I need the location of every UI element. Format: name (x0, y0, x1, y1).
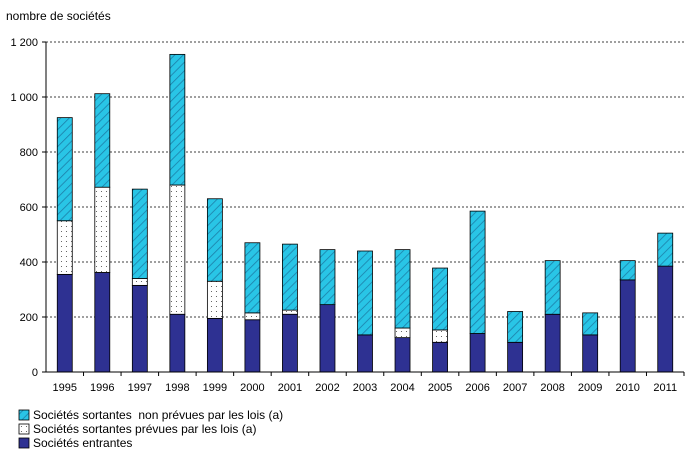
bar-segment-sortantes-prevues (56, 220, 73, 275)
x-tick-label: 2011 (653, 382, 677, 394)
bar-segment-entrantes (394, 337, 411, 373)
x-tick-label: 1996 (90, 382, 114, 394)
bar-segment-entrantes (206, 317, 223, 373)
bar-segment-sortantes-prevues (394, 327, 411, 339)
y-tick-label: 1 000 (10, 92, 38, 104)
bar-segment-sortantes-non-prevues (319, 249, 336, 306)
x-tick-label: 2006 (465, 382, 489, 394)
bar-segment-sortantes-non-prevues (544, 260, 561, 315)
x-tick-label: 2004 (390, 382, 414, 394)
bar-segment-entrantes (619, 279, 636, 373)
bar-segment-entrantes (357, 334, 373, 373)
x-tick-label: 2005 (428, 382, 452, 394)
x-tick-label: 2003 (353, 382, 377, 394)
bar-segment-entrantes (319, 304, 336, 373)
x-tick-label: 2009 (578, 382, 602, 394)
bar-segment-sortantes-non-prevues (206, 198, 223, 282)
x-tick-label: 2002 (315, 382, 339, 394)
y-axis-label: nombre de sociétés (6, 9, 111, 23)
bar-segment-sortantes-non-prevues (582, 312, 599, 336)
bar-segment-entrantes (469, 333, 486, 373)
bar-segment-sortantes-non-prevues (56, 117, 73, 222)
x-tick-label: 1997 (128, 382, 152, 394)
x-tick-label: 1998 (165, 382, 189, 394)
x-tick-label: 2000 (240, 382, 264, 394)
bar-segment-entrantes (244, 319, 261, 373)
x-tick-labels: 1995 1996 1997 1998 1999 2000 2001 2002 2003 2004… (53, 372, 685, 394)
bar-segment-sortantes-non-prevues (244, 242, 261, 314)
bar-segment-entrantes (657, 265, 674, 373)
bar-segment-sortantes-non-prevues (469, 210, 486, 334)
bar-segment-entrantes (169, 313, 186, 373)
legend-swatch (18, 423, 30, 435)
x-tick-label: 2001 (278, 382, 302, 394)
bar-segment-sortantes-non-prevues (131, 188, 148, 279)
x-tick-label: 2007 (503, 382, 527, 394)
y-tick-label: 800 (20, 147, 38, 159)
bar-segment-sortantes-non-prevues (507, 311, 524, 343)
bar-segment-sortantes-prevues (169, 184, 186, 315)
x-tick-label: 2010 (615, 382, 639, 394)
bar-segment-sortantes-non-prevues (282, 243, 298, 311)
legend-label: Sociétés entrantes (33, 436, 132, 450)
bar-segment-sortantes-non-prevues (169, 53, 186, 186)
legend-label: Sociétés sortantes non prévues par les l… (33, 408, 283, 422)
y-tick-label: 400 (20, 257, 38, 269)
bar-segment-entrantes (582, 334, 599, 373)
bar-segment-sortantes-non-prevues (94, 93, 111, 188)
legend-swatch (18, 409, 30, 421)
bar-segment-entrantes (432, 341, 448, 373)
y-tick-label: 600 (20, 202, 38, 214)
bar-segment-sortantes-non-prevues (432, 267, 448, 331)
bars (56, 53, 674, 373)
bar-segment-entrantes (131, 284, 148, 373)
x-tick-label: 1995 (53, 382, 77, 394)
legend: Sociétés sortantes non prévues par les l… (18, 408, 283, 450)
bar-segment-entrantes (282, 313, 298, 373)
bar-segment-sortantes-prevues (244, 312, 261, 321)
x-tick-label: 1999 (203, 382, 227, 394)
bar-segment-sortantes-non-prevues (619, 260, 636, 281)
bar-segment-entrantes (544, 313, 561, 373)
bar-segment-sortantes-prevues (432, 329, 448, 343)
bar-segment-sortantes-prevues (94, 186, 111, 273)
bar-segment-sortantes-non-prevues (394, 249, 411, 329)
bar-segment-entrantes (94, 272, 111, 373)
bar-segment-sortantes-prevues (131, 278, 148, 286)
bar-segment-sortantes-prevues (206, 280, 223, 319)
y-tick-label: 200 (20, 312, 38, 324)
bar-segment-entrantes (56, 273, 73, 373)
x-tick-label: 2008 (540, 382, 564, 394)
y-tick-labels: 0 200 400 600 800 1 000 1 200 (10, 37, 38, 379)
bar-segment-sortantes-prevues (282, 309, 298, 315)
legend-swatch (18, 437, 30, 449)
bar-segment-sortantes-non-prevues (657, 232, 674, 267)
legend-label: Sociétés sortantes prévues par les lois … (33, 422, 256, 436)
bar-segment-sortantes-non-prevues (357, 250, 373, 336)
y-tick-label: 1 200 (10, 37, 38, 49)
gridlines (42, 41, 684, 373)
y-tick-label: 0 (32, 367, 38, 379)
bar-segment-entrantes (507, 341, 524, 373)
